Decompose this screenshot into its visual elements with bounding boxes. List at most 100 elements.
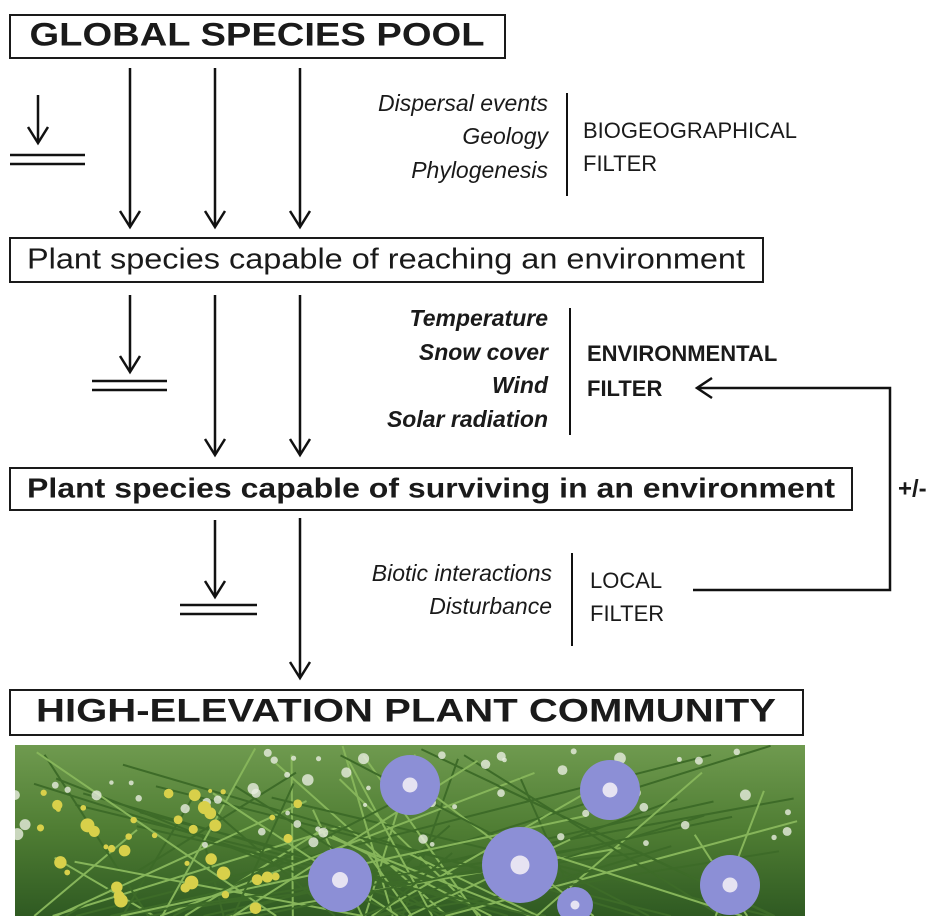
flower-center — [603, 783, 618, 798]
yellow-flower — [293, 799, 302, 808]
yellow-flower — [80, 805, 86, 811]
factor: Snow cover — [419, 339, 549, 365]
stage-title: Plant species capable of surviving in an… — [27, 472, 835, 503]
yellow-flower — [114, 894, 127, 907]
yellow-flower — [130, 817, 136, 823]
white-flower — [285, 811, 290, 816]
white-flower — [438, 751, 446, 759]
feedback-label: +/- — [898, 475, 927, 502]
yellow-flower — [174, 815, 183, 824]
white-flower — [135, 795, 141, 801]
filter-label: LOCAL — [590, 568, 662, 593]
filter-label: BIOGEOGRAPHICAL — [583, 118, 797, 143]
white-flower — [308, 837, 318, 847]
filter-label: FILTER — [583, 151, 657, 176]
factor: Disturbance — [429, 593, 552, 619]
yellow-flower — [209, 820, 221, 832]
factor: Temperature — [410, 305, 549, 331]
yellow-flower — [262, 872, 273, 883]
flower-center — [723, 878, 738, 893]
white-flower — [681, 821, 690, 830]
white-flower — [271, 757, 278, 764]
yellow-flower — [221, 789, 226, 794]
white-flower — [639, 803, 648, 812]
white-flower — [65, 787, 71, 793]
white-flower — [430, 842, 435, 847]
flower-center — [403, 778, 418, 793]
yellow-flower — [222, 891, 230, 899]
white-flower — [452, 804, 457, 809]
white-flower — [582, 810, 589, 817]
white-flower — [418, 834, 427, 843]
white-flower — [481, 760, 490, 769]
yellow-flower — [217, 866, 230, 879]
yellow-flower — [164, 789, 174, 799]
white-flower — [315, 826, 320, 831]
factor: Phylogenesis — [411, 157, 548, 183]
white-flower — [258, 828, 266, 836]
yellow-flower — [103, 844, 108, 849]
yellow-flower — [204, 807, 216, 819]
yellow-flower — [250, 902, 262, 914]
filter-label: FILTER — [587, 376, 662, 401]
grass — [292, 755, 293, 916]
factor: Solar radiation — [387, 406, 548, 432]
pool-title: GLOBAL SPECIES POOL — [30, 16, 485, 52]
yellow-flower — [41, 790, 47, 796]
yellow-flower — [89, 826, 100, 837]
yellow-flower — [37, 824, 44, 831]
stage-title: Plant species capable of reaching an env… — [27, 244, 745, 276]
yellow-flower — [125, 833, 131, 839]
white-flower — [284, 772, 290, 778]
factor: Dispersal events — [378, 90, 549, 116]
yellow-flower — [52, 800, 62, 810]
yellow-flower — [108, 845, 115, 852]
white-flower — [785, 809, 791, 815]
yellow-flower — [284, 834, 293, 843]
yellow-flower — [208, 789, 212, 793]
yellow-flower — [184, 861, 189, 866]
white-flower — [316, 756, 321, 761]
white-flower — [52, 782, 59, 789]
white-flower — [695, 757, 703, 765]
white-flower — [129, 780, 134, 785]
white-flower — [109, 780, 113, 784]
white-flower — [558, 765, 568, 775]
white-flower — [10, 790, 20, 800]
yellow-flower — [180, 883, 190, 893]
yellow-flower — [205, 853, 217, 865]
yellow-flower — [111, 881, 123, 893]
white-flower — [20, 819, 31, 830]
factor: Wind — [492, 372, 549, 398]
filter-label: FILTER — [590, 601, 664, 626]
white-flower — [181, 804, 190, 813]
white-flower — [341, 767, 351, 777]
white-flower — [740, 790, 751, 801]
white-flower — [734, 749, 740, 755]
factor: Geology — [462, 123, 549, 149]
flower-center — [332, 872, 348, 888]
yellow-flower — [54, 856, 66, 868]
meadow-photo — [10, 745, 805, 916]
white-flower — [214, 796, 222, 804]
white-flower — [363, 803, 367, 807]
white-flower — [358, 753, 369, 764]
yellow-flower — [272, 873, 280, 881]
yellow-flower — [252, 874, 263, 885]
white-flower — [302, 774, 314, 786]
white-flower — [557, 833, 564, 840]
white-flower — [783, 827, 792, 836]
filter-label: ENVIRONMENTAL — [587, 341, 777, 366]
flower-center — [571, 901, 580, 910]
white-flower — [92, 790, 102, 800]
yellow-flower — [269, 815, 275, 821]
result-title: HIGH-ELEVATION PLANT COMMUNITY — [36, 692, 776, 728]
white-flower — [291, 756, 296, 761]
yellow-flower — [189, 825, 198, 834]
white-flower — [677, 757, 682, 762]
white-flower — [643, 840, 649, 846]
yellow-flower — [152, 833, 157, 838]
white-flower — [771, 835, 776, 840]
diagram: GLOBAL SPECIES POOL Dispersal events Geo… — [0, 0, 934, 916]
white-flower — [202, 842, 208, 848]
